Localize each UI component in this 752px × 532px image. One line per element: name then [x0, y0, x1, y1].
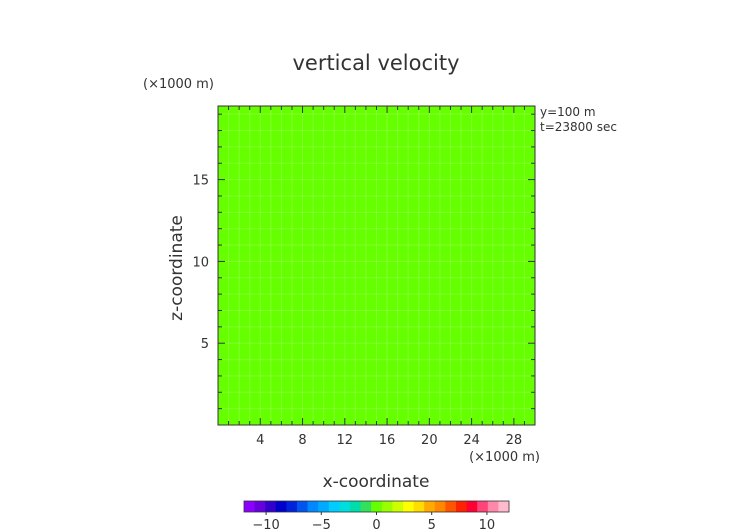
colorbar-swatch [328, 501, 340, 512]
plot-area: 4 8 12 16 20 24 28 5 10 15 [192, 105, 536, 448]
right-upper-blob [460, 162, 498, 216]
left-upper-blob [231, 162, 277, 221]
colorbar-swatch [350, 501, 361, 512]
axis-ticks: 4 8 12 16 20 24 28 5 10 15 [192, 106, 535, 448]
colorbar-swatch [445, 501, 457, 512]
colorbar-swatch [360, 501, 372, 512]
y-unit-label: (×1000 m) [143, 77, 214, 92]
x-tick-label: 12 [337, 433, 354, 448]
colorbar-swatch [371, 501, 383, 512]
bottom-right-corner-blob [476, 380, 535, 425]
y-axis-label: z-coordinate [167, 215, 187, 321]
annotation-t: t=23800 sec [540, 120, 617, 134]
colorbar-tick-label: −5 [312, 518, 331, 532]
grid-lines [217, 106, 536, 426]
colorbar-swatch [381, 501, 393, 512]
colorbar-swatch [424, 501, 436, 512]
x-tick-label: 4 [256, 433, 264, 448]
x-tick-label: 24 [463, 433, 480, 448]
colorbar-swatch [413, 501, 425, 512]
colorbar-swatch [498, 501, 510, 512]
colorbar-swatch [297, 501, 308, 512]
central-negative-region [287, 106, 453, 421]
colorbar-swatch [477, 501, 489, 512]
x-tick-label: 16 [379, 433, 396, 448]
y-tick-label: 5 [201, 337, 209, 352]
colorbar-swatch [265, 501, 277, 512]
annotation-y: y=100 m [540, 105, 596, 119]
colorbar-swatch [318, 501, 330, 512]
colorbar-tick-label: 10 [479, 518, 496, 532]
colorbar-swatch [275, 501, 287, 512]
y-tick-label: 10 [192, 255, 209, 270]
x-tick-label: 20 [421, 433, 438, 448]
x-axis-label: x-coordinate [323, 472, 430, 492]
contour-regions [218, 106, 535, 425]
y-tick-label: 15 [192, 174, 209, 189]
colorbar-tick-label: 0 [372, 518, 380, 532]
colorbar-swatch [403, 501, 414, 512]
x-unit-label: (×1000 m) [469, 450, 540, 465]
bottom-left-corner-blob [218, 379, 250, 425]
colorbar-tick-label: 5 [428, 518, 436, 532]
colorbar-swatch [244, 501, 255, 512]
colorbar-swatch [392, 501, 404, 512]
colorbar-swatch [456, 501, 467, 512]
colorbar-swatch [434, 501, 446, 512]
chart-title: vertical velocity [292, 51, 459, 75]
colorbar-swatch [466, 501, 478, 512]
colorbar-swatch [286, 501, 298, 512]
colorbar-swatch [487, 501, 499, 512]
x-tick-label: 28 [506, 433, 523, 448]
colorbar-swatch [254, 501, 266, 512]
colorbar-tick-label: −10 [252, 518, 279, 532]
colorbar: −10 −5 0 5 10 [243, 500, 510, 532]
x-tick-label: 8 [298, 433, 306, 448]
colorbar-swatch [307, 501, 319, 512]
colorbar-swatch [339, 501, 351, 512]
